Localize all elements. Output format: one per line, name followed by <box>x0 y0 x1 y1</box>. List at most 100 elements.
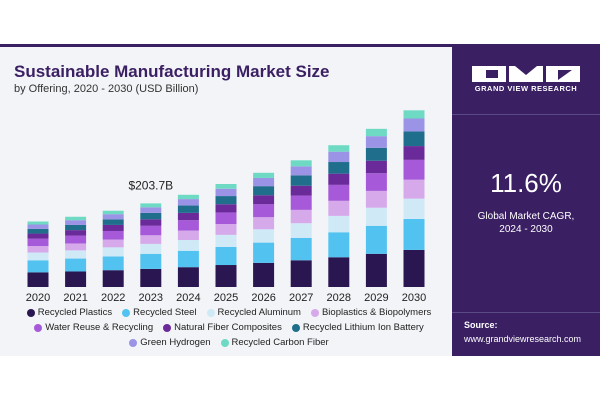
bar-segment <box>290 166 312 176</box>
legend-item: Natural Fiber Composites <box>163 322 282 333</box>
bar-segment <box>140 203 162 208</box>
bar-segment <box>102 247 124 257</box>
bar-segment <box>27 224 49 229</box>
bar-segment <box>102 230 124 240</box>
bar-segment <box>290 260 312 287</box>
bar-segment <box>328 232 350 258</box>
bar-segment <box>27 252 49 261</box>
bar-segment <box>403 179 425 199</box>
bar-segment <box>140 253 162 269</box>
legend-label: Recycled Steel <box>133 307 197 318</box>
bar-segment <box>27 233 49 239</box>
bar-segment <box>328 215 350 233</box>
bar-segment <box>215 246 237 266</box>
bar-segment <box>102 239 124 248</box>
bar-segment <box>177 199 199 206</box>
bar-segment <box>215 184 237 189</box>
bar-segment <box>27 272 49 287</box>
bar-segment <box>215 204 237 213</box>
bar-segment <box>65 258 87 272</box>
bar-segment <box>215 265 237 287</box>
bar-segment <box>253 172 275 178</box>
bar-segment <box>365 128 387 137</box>
cagr-label-line2: 2024 - 2030 <box>499 224 553 235</box>
legend-swatch <box>310 308 319 317</box>
legend-row: Green Hydrogen Recycled Carbon Fiber <box>6 335 452 350</box>
bar-segment <box>253 186 275 196</box>
x-tick-label: 2028 <box>327 292 351 304</box>
bar-segment <box>215 234 237 247</box>
bar-segment <box>140 207 162 213</box>
bar-segment <box>102 210 124 215</box>
bar-segment <box>290 160 312 167</box>
divider <box>452 312 600 313</box>
grand-view-research-logo <box>472 66 580 96</box>
bar-segment <box>365 160 387 174</box>
bar-segment <box>177 267 199 287</box>
bar-segment <box>403 159 425 180</box>
source-link[interactable]: www.grandviewresearch.com <box>464 334 582 344</box>
legend-row: Recycled Plastics Recycled Steel Recycled … <box>6 305 452 320</box>
legend-item: Bioplastics & Biopolymers <box>310 307 431 318</box>
legend-swatch <box>163 323 172 332</box>
x-tick-label: 2030 <box>402 292 426 304</box>
bar-segment <box>177 230 199 241</box>
chart-title: Sustainable Manufacturing Market Size <box>14 62 330 81</box>
annotation-callout: $203.7B <box>128 178 173 192</box>
legend-swatch <box>34 323 43 332</box>
legend-label: Natural Fiber Composites <box>174 322 282 333</box>
bar-segment <box>290 209 312 224</box>
legend-item: Recycled Aluminum <box>206 307 301 318</box>
brand-name: GRAND VIEW RESEARCH <box>474 84 578 93</box>
bar-segment <box>253 217 275 230</box>
legend-item: Recycled Steel <box>122 307 197 318</box>
bar-segment <box>253 204 275 218</box>
bar-segment <box>328 184 350 201</box>
divider <box>452 114 600 115</box>
info-sidebar: GRAND VIEW RESEARCH 11.6% Global Market … <box>452 44 600 356</box>
x-tick-label: 2025 <box>214 292 238 304</box>
bar-segment <box>65 230 87 236</box>
bar-segment <box>365 225 387 254</box>
legend-swatch <box>122 308 131 317</box>
bar-segment <box>27 238 49 247</box>
bar-segment <box>140 243 162 254</box>
bar-segment <box>290 175 312 186</box>
legend-item: Green Hydrogen <box>129 337 211 348</box>
bar-segment <box>177 212 199 221</box>
bar-segment <box>27 228 49 234</box>
legend-label: Recycled Aluminum <box>217 307 301 318</box>
x-tick-label: 2027 <box>289 292 313 304</box>
bar-segment <box>365 147 387 161</box>
bar-segment <box>253 177 275 187</box>
bar-segment <box>177 205 199 213</box>
bar-segment <box>177 240 199 251</box>
bar-segment <box>403 218 425 250</box>
bar-segment <box>140 225 162 236</box>
bar-segment <box>140 212 162 220</box>
x-tick-label: 2020 <box>26 292 50 304</box>
bar-segment <box>328 200 350 216</box>
bar-segment <box>215 188 237 197</box>
bar-segment <box>403 249 425 287</box>
bar-segment <box>65 243 87 251</box>
bar-segment <box>65 250 87 259</box>
bar-segment <box>328 173 350 185</box>
legend-label: Water Reuse & Recycling <box>45 322 154 333</box>
bar-segment <box>365 253 387 287</box>
x-tick-label: 2023 <box>139 292 163 304</box>
bar-segment <box>403 110 425 119</box>
bar-segment <box>328 151 350 163</box>
bar-segment <box>27 260 49 273</box>
source-label: Source: <box>464 320 498 330</box>
legend-item: Water Reuse & Recycling <box>34 322 153 333</box>
chart-subtitle: by Offering, 2020 - 2030 (USD Billion) <box>14 83 199 95</box>
legend-label: Recycled Carbon Fiber <box>231 337 329 348</box>
cagr-value: 11.6% <box>490 168 562 198</box>
bar-segment <box>403 118 425 132</box>
bar-segment <box>215 212 237 225</box>
legend-label: Green Hydrogen <box>140 337 211 348</box>
chart-legend: Recycled Plastics Recycled Steel Recycled … <box>6 305 452 350</box>
bar-segment <box>65 224 87 231</box>
bar-segment <box>253 195 275 205</box>
